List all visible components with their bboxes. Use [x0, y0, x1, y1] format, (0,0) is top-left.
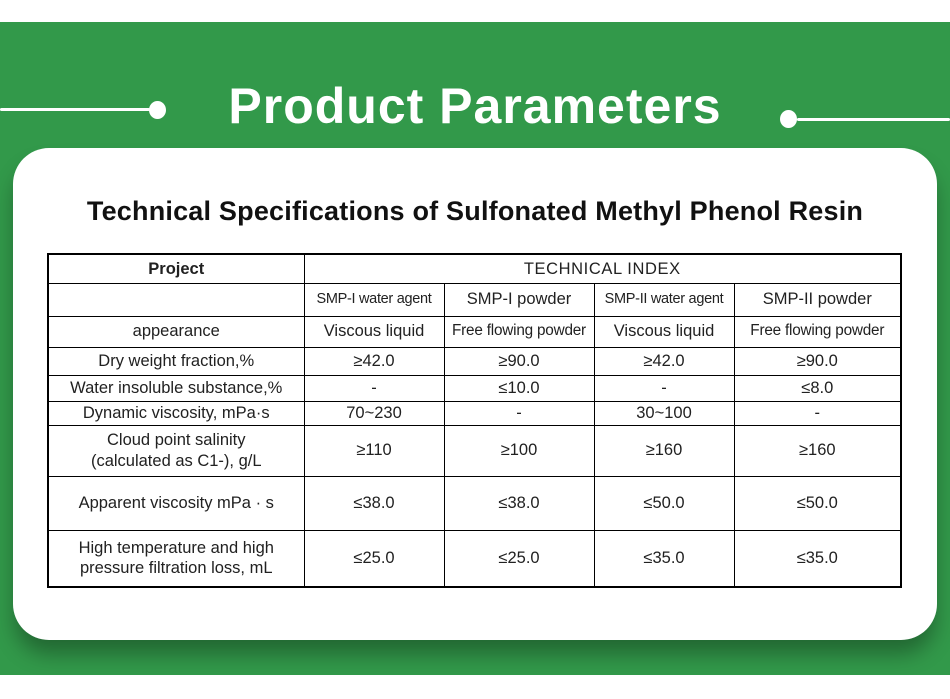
- title-right-line: [797, 118, 950, 121]
- project-header-cell: Project: [47, 253, 305, 284]
- row-label: Cloud point salinity (calculated as C1-)…: [47, 424, 305, 477]
- empty-cell: [47, 282, 305, 317]
- table-row: Apparent viscosity mPa · s ≤38.0 ≤38.0 ≤…: [47, 475, 902, 531]
- table-cell: -: [733, 400, 902, 426]
- table-cell: Free flowing powder: [443, 315, 595, 348]
- table-cell: 70~230: [303, 400, 445, 426]
- table-cell: -: [303, 374, 445, 402]
- table-cell: ≤35.0: [593, 529, 735, 588]
- technical-index-header-cell: TECHNICAL INDEX: [303, 253, 902, 284]
- title-right-dot-icon: [780, 110, 797, 128]
- spec-table: Project TECHNICAL INDEX SMP-I water agen…: [47, 253, 903, 588]
- table-cell: Free flowing powder: [733, 315, 902, 348]
- table-cell: ≤50.0: [593, 475, 735, 531]
- table-cell: Viscous liquid: [303, 315, 445, 348]
- table-cell: ≤25.0: [303, 529, 445, 588]
- table-row: High temperature and high pressure filtr…: [47, 529, 902, 588]
- table-cell: ≤50.0: [733, 475, 902, 531]
- table-cell: ≥160: [593, 424, 735, 477]
- table-cell: ≥100: [443, 424, 595, 477]
- table-cell: ≥42.0: [593, 346, 735, 376]
- column-header: SMP-II water agent: [593, 282, 735, 317]
- table-cell: ≤38.0: [303, 475, 445, 531]
- title-left-dot-icon: [149, 101, 166, 119]
- row-label: Apparent viscosity mPa · s: [47, 475, 305, 531]
- table-cell: ≥42.0: [303, 346, 445, 376]
- table-cell: -: [443, 400, 595, 426]
- row-label: appearance: [47, 315, 305, 348]
- page-title: Product Parameters: [228, 78, 722, 134]
- table-cell: 30~100: [593, 400, 735, 426]
- row-label: Dry weight fraction,%: [47, 346, 305, 376]
- table-cell: Viscous liquid: [593, 315, 735, 348]
- title-left-line: [0, 108, 150, 111]
- table-cell: ≤35.0: [733, 529, 902, 588]
- table-cell: -: [593, 374, 735, 402]
- column-header-row: SMP-I water agent SMP-I powder SMP-II wa…: [47, 282, 902, 317]
- table-row: appearance Viscous liquid Free flowing p…: [47, 315, 902, 348]
- table-cell: ≥160: [733, 424, 902, 477]
- column-header: SMP-I water agent: [303, 282, 445, 317]
- column-header: SMP-II powder: [733, 282, 902, 317]
- column-header: SMP-I powder: [443, 282, 595, 317]
- row-label: Water insoluble substance,%: [47, 374, 305, 402]
- table-row: Dynamic viscosity, mPa·s 70~230 - 30~100…: [47, 400, 902, 426]
- row-label: Dynamic viscosity, mPa·s: [47, 400, 305, 426]
- content-card: Technical Specifications of Sulfonated M…: [13, 148, 937, 640]
- table-header-row: Project TECHNICAL INDEX: [47, 253, 902, 284]
- table-cell: ≤38.0: [443, 475, 595, 531]
- table-cell: ≤8.0: [733, 374, 902, 402]
- table-row: Water insoluble substance,% - ≤10.0 - ≤8…: [47, 374, 902, 402]
- table-row: Dry weight fraction,% ≥42.0 ≥90.0 ≥42.0 …: [47, 346, 902, 376]
- section-heading: Technical Specifications of Sulfonated M…: [86, 196, 864, 226]
- table-row: Cloud point salinity (calculated as C1-)…: [47, 424, 902, 477]
- table-cell: ≥110: [303, 424, 445, 477]
- row-label: High temperature and high pressure filtr…: [47, 529, 305, 588]
- table-cell: ≥90.0: [443, 346, 595, 376]
- table-cell: ≤25.0: [443, 529, 595, 588]
- table-cell: ≥90.0: [733, 346, 902, 376]
- table-cell: ≤10.0: [443, 374, 595, 402]
